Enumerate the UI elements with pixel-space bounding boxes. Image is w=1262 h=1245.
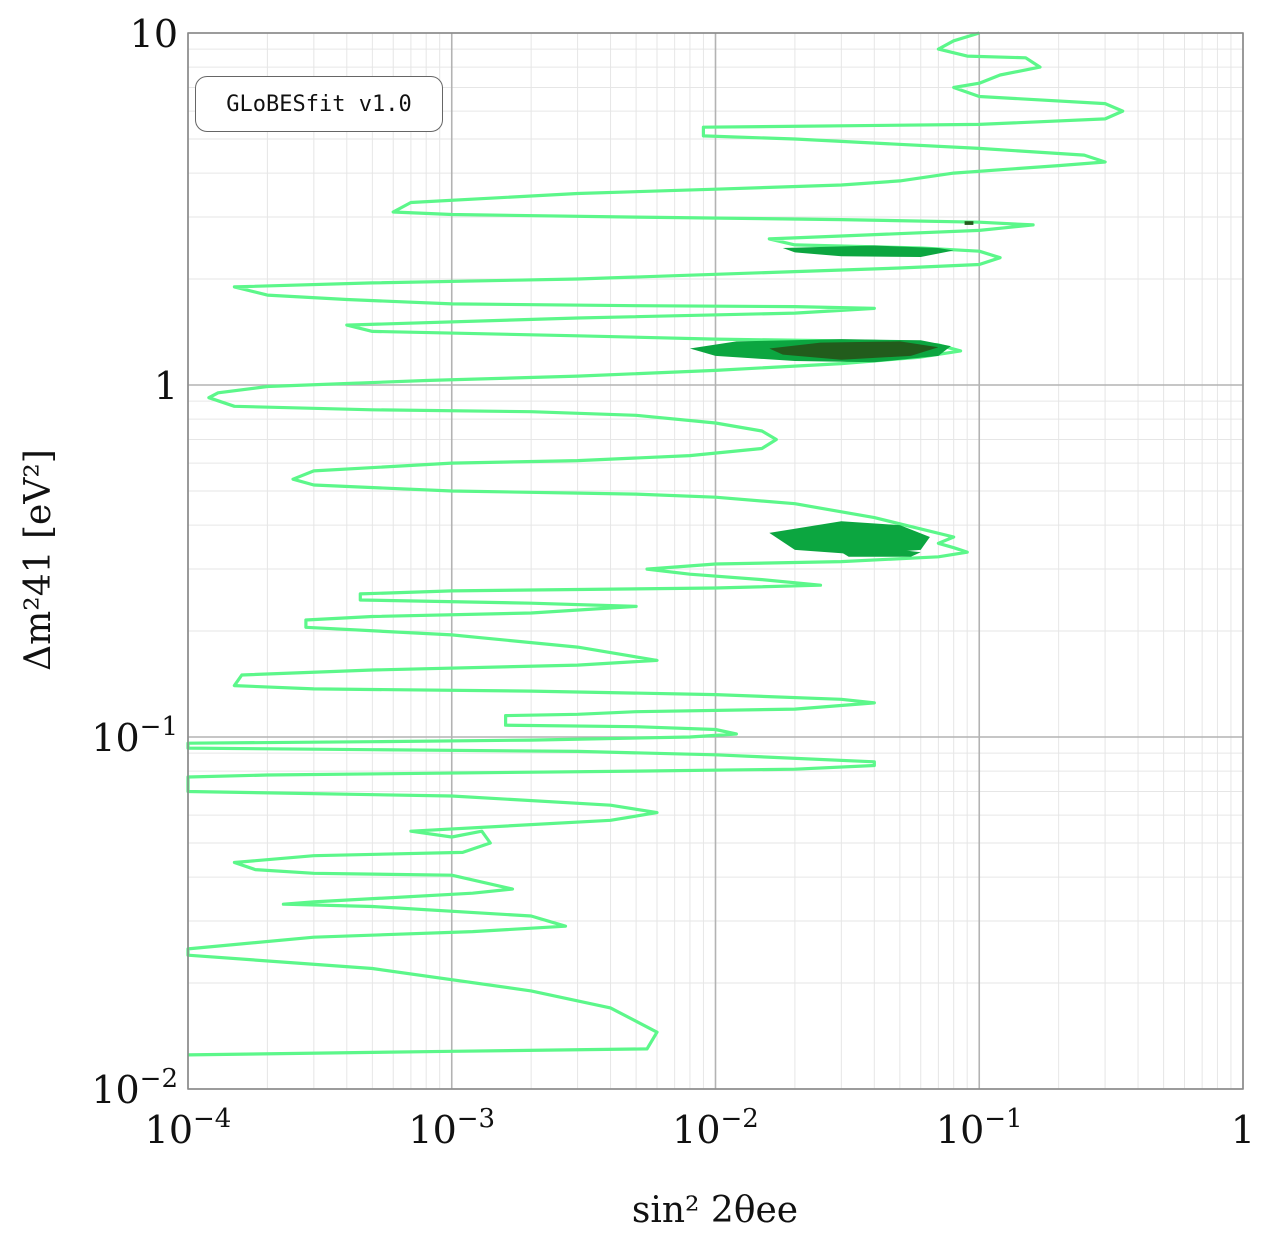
series-layer <box>186 31 1125 1057</box>
legend-text: GLoBESfit v1.0 <box>226 91 412 117</box>
y-tick-label: 10 <box>130 12 178 56</box>
contour-region-6 <box>841 549 921 557</box>
legend: GLoBESfit v1.0 <box>195 76 443 132</box>
y-tick-label: 10−2 <box>91 1064 178 1112</box>
contour-region-5 <box>769 521 930 555</box>
y-tick-label: 10−1 <box>91 712 178 760</box>
x-tick-label: 10−4 <box>145 1104 232 1152</box>
x-tick-label: 10−1 <box>936 1104 1023 1152</box>
x-axis-title: sin² 2θee <box>632 1190 798 1231</box>
plot-frame <box>187 32 1244 1090</box>
contour-outline <box>186 31 1125 1057</box>
contour-region-4 <box>964 221 974 225</box>
x-tick-label: 10−2 <box>672 1104 759 1152</box>
y-axis-title: Δm²41 [eV²] <box>18 449 59 671</box>
y-tick-label: 1 <box>154 364 178 408</box>
x-tick-label: 1 <box>1231 1108 1255 1152</box>
contour-region-2 <box>769 341 939 360</box>
x-tick-labels: 10−4 10−3 10−2 10−1 1 <box>145 1104 1255 1152</box>
contour-region-3 <box>782 245 954 257</box>
y-tick-labels: 10−2 10−1 1 10 <box>91 12 178 1112</box>
x-tick-label: 10−3 <box>408 1104 495 1152</box>
minor-grid <box>188 33 1243 1089</box>
